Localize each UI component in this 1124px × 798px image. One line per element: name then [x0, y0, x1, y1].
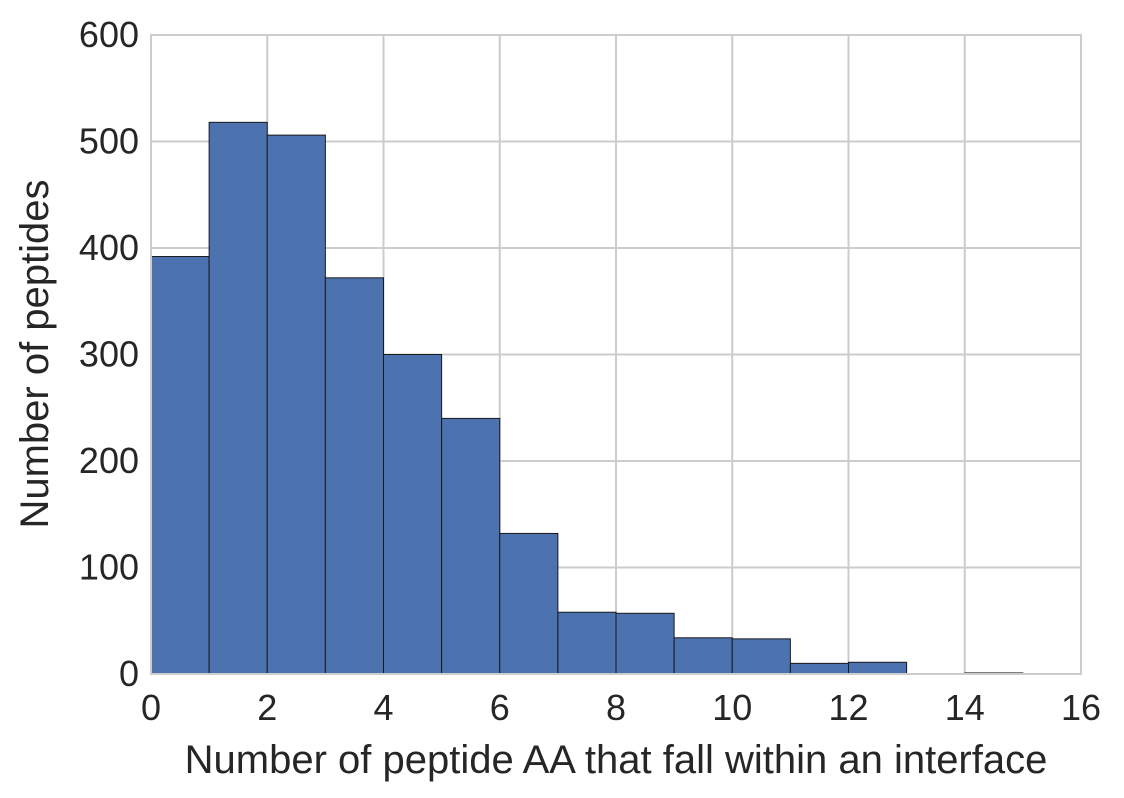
x-tick-label: 10 [712, 687, 752, 728]
histogram-bar [383, 354, 443, 675]
y-tick-label: 100 [79, 547, 139, 588]
histogram-bar [789, 662, 849, 675]
histogram-bar [266, 134, 326, 675]
y-axis-label: Number of peptides [13, 179, 57, 528]
x-tick-label: 8 [606, 687, 626, 728]
histogram-bar [731, 638, 791, 675]
histogram-bar [441, 417, 501, 675]
histogram-bar [848, 661, 908, 675]
y-tick-label: 300 [79, 334, 139, 375]
x-axis-label: Number of peptide AA that fall within an… [185, 738, 1048, 782]
y-tick-labels: 0 100 200 300 400 500 600 [79, 14, 139, 694]
histogram-bars [150, 121, 1024, 675]
x-tick-label: 14 [945, 687, 985, 728]
y-tick-label: 0 [119, 653, 139, 694]
x-tick-label: 16 [1061, 687, 1101, 728]
x-tick-label: 4 [373, 687, 393, 728]
plot-frame [150, 34, 1082, 675]
x-tick-labels: 0 2 4 6 8 10 12 14 16 [141, 687, 1101, 728]
y-tick-label: 200 [79, 440, 139, 481]
x-tick-label: 6 [490, 687, 510, 728]
y-tick-label: 600 [79, 14, 139, 55]
x-tick-label: 12 [828, 687, 868, 728]
histogram-bar [673, 637, 733, 675]
x-tick-label: 0 [141, 687, 161, 728]
y-tick-label: 400 [79, 227, 139, 268]
histogram-bar [150, 256, 210, 675]
histogram-bar [557, 611, 617, 675]
histogram-bar [324, 277, 384, 675]
y-tick-label: 500 [79, 121, 139, 162]
histogram-bar [208, 121, 268, 675]
x-tick-label: 2 [257, 687, 277, 728]
histogram-bar [615, 612, 675, 675]
histogram-bar [499, 532, 559, 675]
